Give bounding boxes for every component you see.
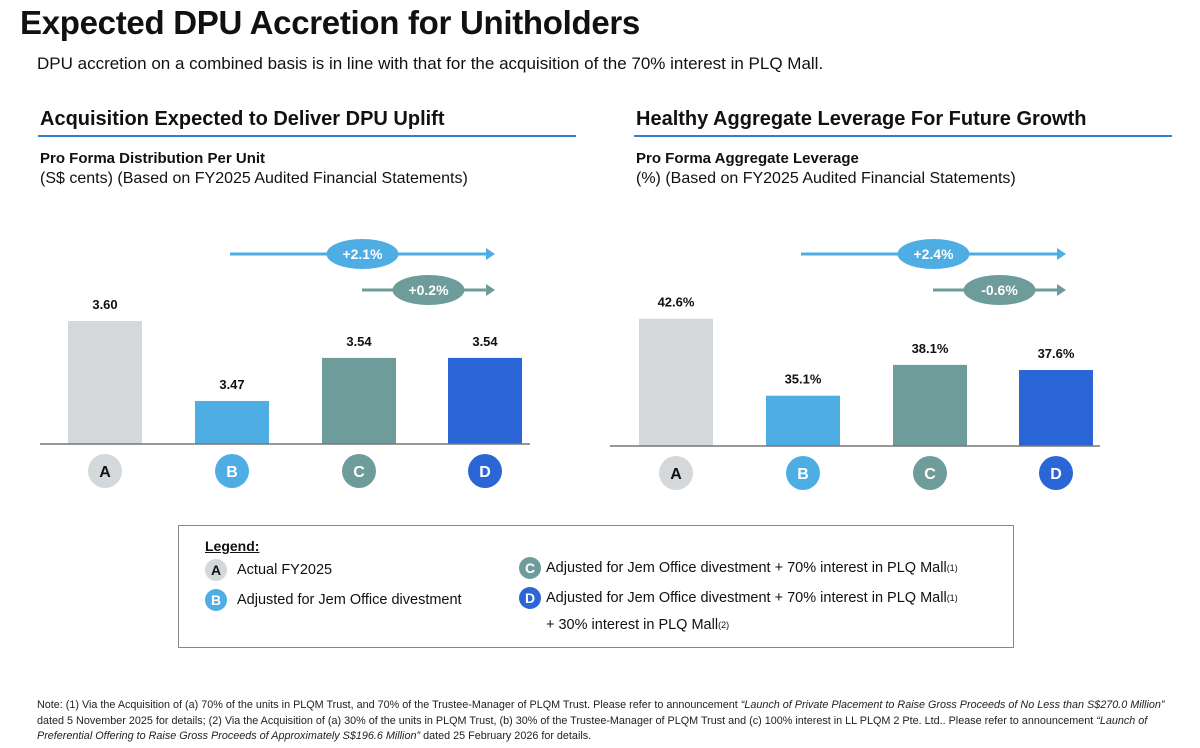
left-chart-title: Pro Forma Distribution Per Unit: [40, 150, 266, 167]
change-badge: [963, 275, 1036, 305]
note-text: dated 5 November 2025 for details; (2) V…: [37, 714, 1097, 727]
legend-item-a: A Actual FY2025: [205, 559, 332, 581]
legend-heading: Legend:: [205, 538, 260, 554]
category-badge-b-icon: [215, 454, 249, 488]
change-badge: [392, 275, 465, 305]
category-label: A: [99, 464, 111, 481]
legend-text: Adjusted for Jem Office divestment + 70%…: [546, 560, 947, 576]
footnote: Note: (1) Via the Acquisition of (a) 70%…: [37, 698, 1167, 745]
legend-item-b: B Adjusted for Jem Office divestment: [205, 589, 462, 611]
category-label: D: [1050, 466, 1062, 483]
legend-item-c: C Adjusted for Jem Office divestment + 7…: [519, 557, 958, 579]
category-label: A: [670, 466, 682, 483]
legend-box: Legend: A Actual FY2025 B Adjusted for J…: [178, 525, 1014, 648]
data-label: 37.6%: [1038, 346, 1075, 361]
category-badge-a-icon: [659, 456, 693, 490]
left-section-title: Acquisition Expected to Deliver DPU Upli…: [40, 108, 445, 130]
legend-text: Adjusted for Jem Office divestment: [237, 592, 462, 608]
category-badge-d-icon: [1039, 456, 1073, 490]
bar-b: [195, 400, 269, 444]
bar-c: [893, 364, 967, 446]
left-section-divider: [38, 135, 576, 137]
change-badge: [326, 239, 399, 269]
data-label: 3.54: [346, 334, 372, 349]
category-label: B: [797, 466, 809, 483]
badge-c-icon: C: [519, 557, 541, 579]
category-label: D: [479, 464, 491, 481]
arrow-head-icon: [486, 284, 495, 296]
category-badge-c-icon: [342, 454, 376, 488]
footnote-ref: (1): [946, 563, 958, 573]
badge-a-icon: A: [205, 559, 227, 581]
legend-item-d-cont: + 30% interest in PLQ Mall (2): [546, 617, 729, 633]
bar-b: [766, 395, 840, 446]
legend-text: Adjusted for Jem Office divestment + 70%…: [546, 590, 947, 606]
data-label: 35.1%: [785, 372, 822, 387]
category-label: C: [353, 464, 365, 481]
data-label: 3.47: [219, 377, 244, 392]
charts-canvas: 3.60 A 3.47 B 3.54 C 3.54 D +2.1% +0.2% 42.6% A 35.1…: [40, 239, 1100, 490]
data-label: 38.1%: [912, 341, 949, 356]
bar-d: [448, 357, 522, 444]
right-chart-title: Pro Forma Aggregate Leverage: [636, 150, 859, 167]
legend-text: Actual FY2025: [237, 562, 333, 578]
arrow-head-icon: [1057, 284, 1066, 296]
footnote-ref: (1): [946, 593, 958, 603]
badge-d-icon: D: [519, 587, 541, 609]
note-reference-title: “Launch of Preferential Offering to Rais…: [37, 714, 1148, 743]
bar-a: [639, 318, 713, 446]
legend-item-d: D Adjusted for Jem Office divestment + 7…: [519, 587, 958, 609]
category-badge-c-icon: [913, 456, 947, 490]
data-label: 3.54: [472, 334, 498, 349]
data-label: 42.6%: [658, 295, 695, 310]
category-label: C: [924, 466, 936, 483]
left-chart-subtitle: (S$ cents) (Based on FY2025 Audited Fina…: [40, 170, 468, 187]
bar-a: [68, 321, 142, 444]
bar-d: [1019, 370, 1093, 446]
change-label: +2.4%: [913, 246, 954, 262]
right-section-divider: [634, 135, 1172, 137]
category-badge-d-icon: [468, 454, 502, 488]
badge-b-icon: B: [205, 589, 227, 611]
legend-text: + 30% interest in PLQ Mall: [546, 617, 719, 633]
change-label: +0.2%: [408, 282, 449, 298]
category-label: B: [226, 464, 238, 481]
category-badge-b-icon: [786, 456, 820, 490]
footnote-ref: (2): [718, 620, 730, 630]
change-label: +2.1%: [342, 246, 383, 262]
arrow-head-icon: [486, 248, 495, 260]
category-badge-a-icon: [88, 454, 122, 488]
bar-c: [322, 357, 396, 444]
arrow-head-icon: [1057, 248, 1066, 260]
note-text: dated 25 February 2026 for details.: [420, 730, 592, 742]
change-badge: [897, 239, 970, 269]
note-text: Note: (1) Via the Acquisition of (a) 70%…: [37, 699, 741, 711]
right-section-title: Healthy Aggregate Leverage For Future Gr…: [636, 108, 1087, 130]
change-label: -0.6%: [981, 282, 1018, 298]
data-label: 3.60: [92, 297, 117, 312]
page-title: Expected DPU Accretion for Unitholders: [20, 4, 640, 41]
page-subtitle: DPU accretion on a combined basis is in …: [37, 54, 824, 73]
note-reference-title: “Launch of Private Placement to Raise Gr…: [740, 699, 1165, 711]
right-chart-subtitle: (%) (Based on FY2025 Audited Financial S…: [636, 170, 1016, 187]
